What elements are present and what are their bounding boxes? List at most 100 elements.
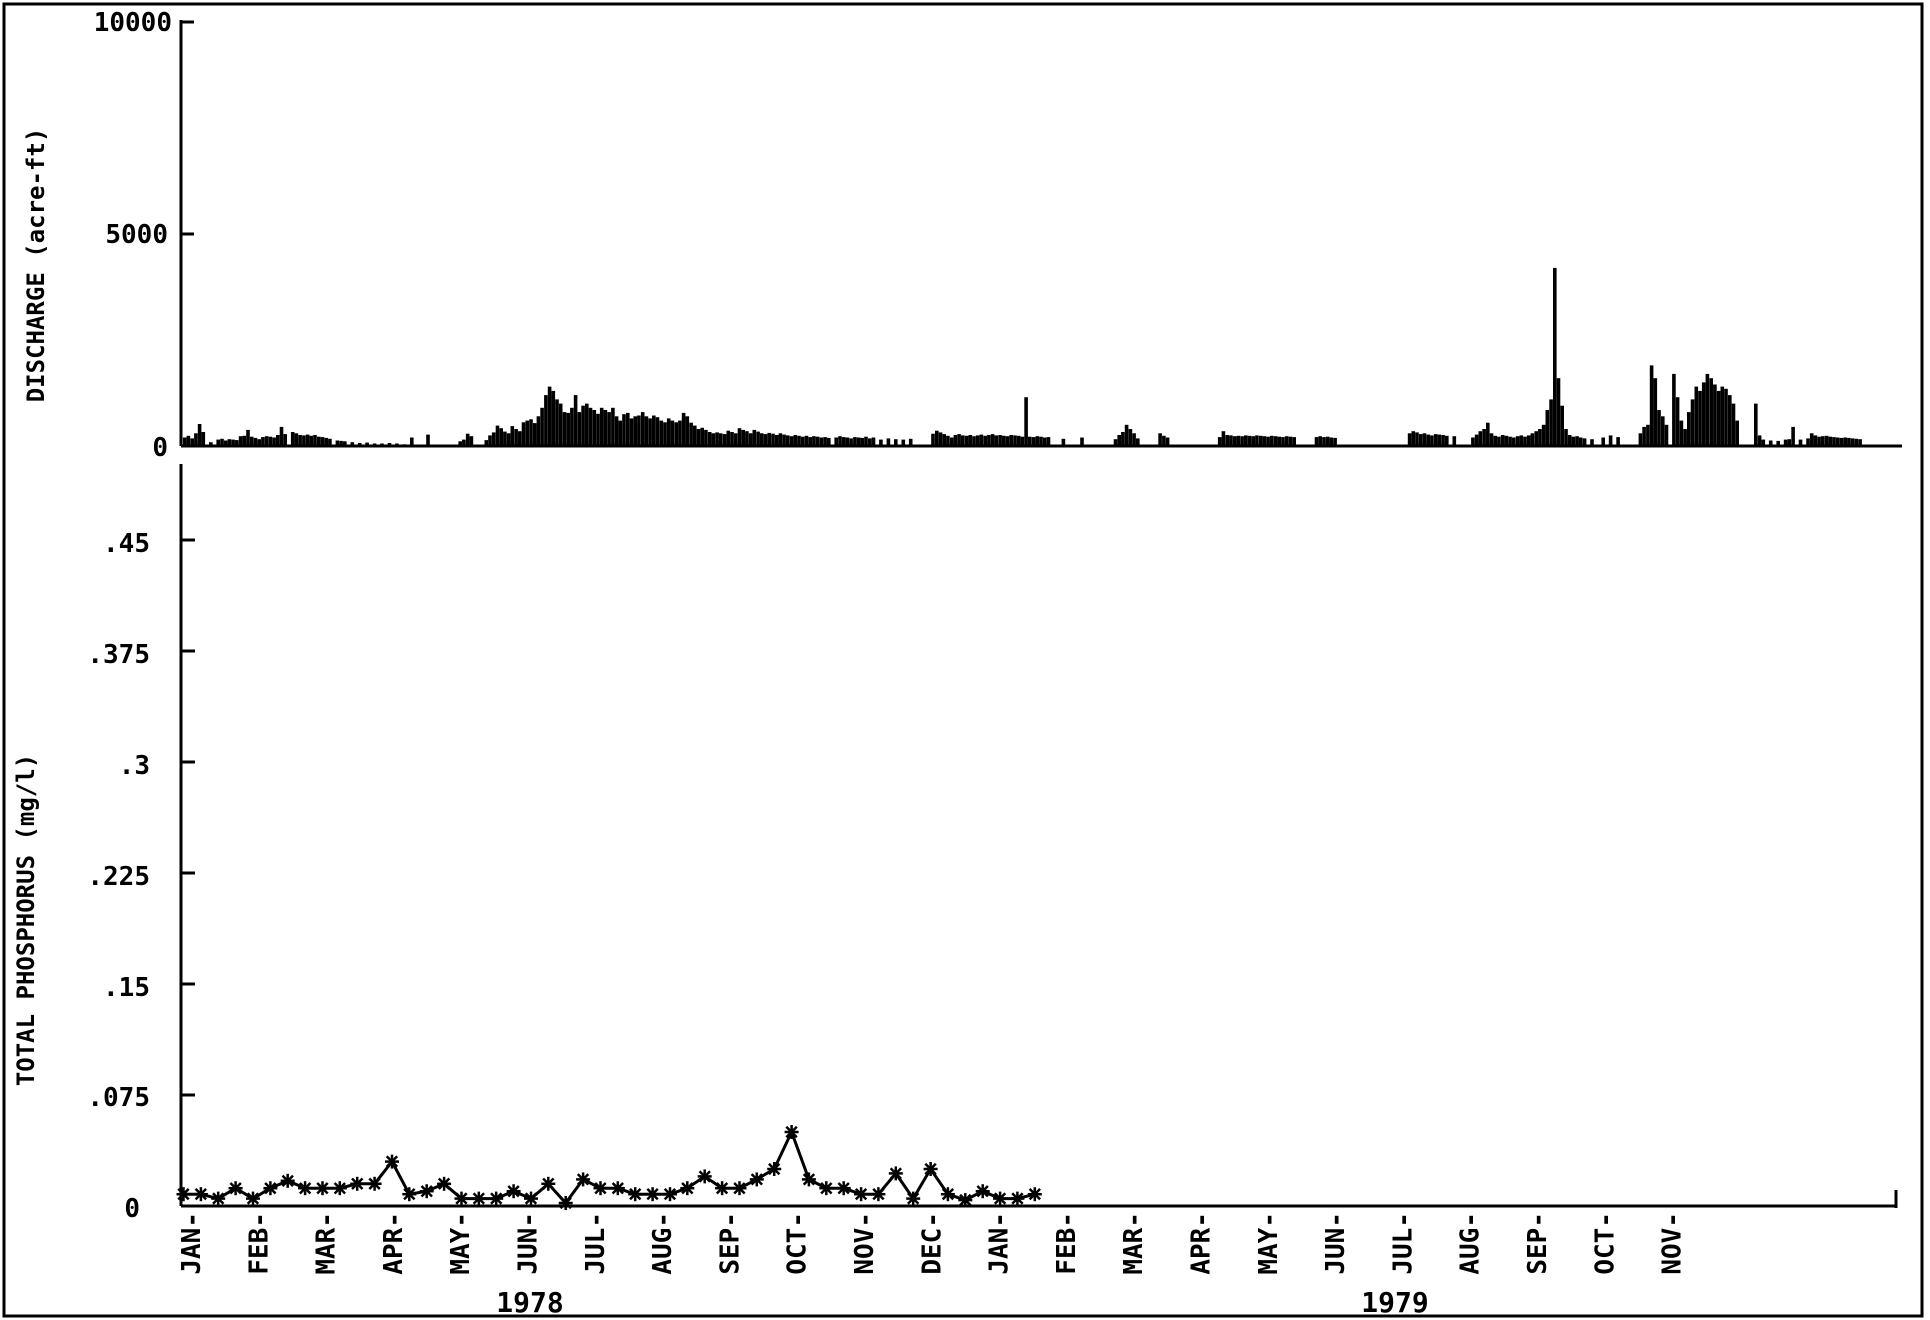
discharge-bar xyxy=(209,442,213,446)
phosphorus-point xyxy=(506,1184,521,1199)
discharge-bar xyxy=(1649,365,1654,446)
discharge-bar xyxy=(1545,410,1550,446)
discharge-bar xyxy=(856,437,861,446)
phosphorus-point xyxy=(367,1176,382,1191)
discharge-bar xyxy=(1556,378,1561,446)
discharge-ytick-label-0: 0 xyxy=(152,433,168,463)
discharge-bar xyxy=(614,416,619,446)
discharge-bar xyxy=(730,432,734,446)
discharge-bar xyxy=(1217,437,1222,446)
discharge-bar xyxy=(823,437,827,446)
phosphorus-point xyxy=(610,1181,625,1196)
discharge-bar xyxy=(1694,386,1699,446)
discharge-bar xyxy=(268,436,273,446)
discharge-bar xyxy=(469,436,474,446)
discharge-bar xyxy=(827,437,831,446)
discharge-bar xyxy=(1791,426,1795,446)
phosphorus-point xyxy=(315,1181,330,1196)
discharge-bar xyxy=(197,424,202,446)
discharge-bar xyxy=(678,420,682,446)
month-tick-labels: JAN- FEB- MAR- APR- MAY- JUN- JUL- AUG- SEP- OCT-… xyxy=(177,1212,1688,1275)
discharge-bar xyxy=(1236,435,1241,446)
phosphorus-point xyxy=(767,1162,782,1176)
phosphorus-point xyxy=(593,1181,608,1196)
discharge-bar xyxy=(1567,435,1572,446)
discharge-bar xyxy=(1821,436,1825,446)
discharge-bar xyxy=(1806,438,1810,446)
discharge-bar xyxy=(853,437,857,446)
discharge-bar xyxy=(1675,397,1680,446)
discharge-bar xyxy=(1843,437,1847,446)
discharge-bar xyxy=(1240,436,1244,446)
discharge-bar xyxy=(1028,436,1032,446)
discharge-bar xyxy=(637,415,641,446)
discharge-bar xyxy=(380,443,384,446)
discharge-bar xyxy=(767,432,771,446)
discharge-bar xyxy=(860,437,865,446)
discharge-bar xyxy=(715,432,719,446)
discharge-bar xyxy=(841,437,846,446)
discharge-bar xyxy=(1329,437,1334,446)
discharge-bar xyxy=(279,426,284,446)
discharge-bar xyxy=(670,420,675,446)
discharge-bar xyxy=(771,433,775,446)
discharge-bar xyxy=(1433,434,1438,446)
discharge-bar xyxy=(629,418,634,446)
discharge-bar xyxy=(458,441,462,446)
discharge-bar xyxy=(763,434,768,446)
phosphorus-point xyxy=(940,1187,955,1202)
discharge-bar xyxy=(536,416,541,446)
discharge-bar xyxy=(272,437,276,446)
discharge-bar xyxy=(808,437,812,446)
month-label: JUN- xyxy=(514,1212,544,1275)
phosphorus-point xyxy=(1010,1191,1025,1206)
discharge-bar xyxy=(1526,435,1531,446)
discharge-bar xyxy=(979,434,984,446)
discharge-bar xyxy=(760,433,764,446)
discharge-bar xyxy=(1850,438,1855,446)
discharge-bar xyxy=(1705,373,1710,446)
discharge-bar xyxy=(1854,438,1859,446)
discharge-bar xyxy=(588,407,593,446)
discharge-bar xyxy=(201,432,206,446)
phosphorus-ytick-label-0075: .075 xyxy=(87,1083,150,1113)
discharge-bar xyxy=(1292,437,1296,446)
discharge-bar xyxy=(1121,432,1125,446)
discharge-bar xyxy=(1039,436,1043,446)
month-label: OCT- xyxy=(1590,1212,1620,1275)
discharge-bar xyxy=(372,443,377,446)
discharge-bar xyxy=(525,420,529,446)
discharge-bar xyxy=(182,437,187,446)
discharge-bar xyxy=(1471,437,1475,446)
discharge-bar xyxy=(1165,437,1170,446)
phosphorus-panel: .45 .375 .3 .225 .15 .075 0 TOTAL PHOSPH… xyxy=(12,464,1898,1319)
phosphorus-point xyxy=(836,1181,851,1196)
discharge-bar xyxy=(298,435,302,446)
phosphorus-point xyxy=(993,1191,1008,1206)
discharge-bar xyxy=(1478,431,1483,446)
discharge-bar xyxy=(1731,403,1736,446)
discharge-bar xyxy=(294,433,299,446)
discharge-bar xyxy=(1411,431,1416,446)
phosphorus-point xyxy=(576,1172,591,1187)
phosphorus-point xyxy=(715,1181,730,1196)
discharge-bar xyxy=(216,439,220,446)
phosphorus-y-ticks: .45 .375 .3 .225 .15 .075 0 xyxy=(87,529,195,1224)
discharge-bar xyxy=(834,437,838,446)
discharge-bar xyxy=(1571,436,1576,446)
phosphorus-ytick-label-0: 0 xyxy=(124,1194,140,1224)
phosphorus-point xyxy=(784,1125,799,1139)
discharge-bar xyxy=(1013,435,1017,446)
discharge-bar xyxy=(786,435,790,446)
discharge-bar xyxy=(235,440,239,446)
discharge-bar xyxy=(666,418,671,446)
discharge-bar xyxy=(328,438,332,446)
discharge-bar xyxy=(1664,424,1669,446)
discharge-bar xyxy=(558,403,563,446)
discharge-bar xyxy=(227,439,232,446)
discharge-bar xyxy=(1482,429,1486,446)
discharge-bar xyxy=(1608,435,1613,446)
discharge-bar xyxy=(1538,429,1542,446)
discharge-bar xyxy=(1244,435,1248,446)
discharge-bar xyxy=(793,435,798,446)
